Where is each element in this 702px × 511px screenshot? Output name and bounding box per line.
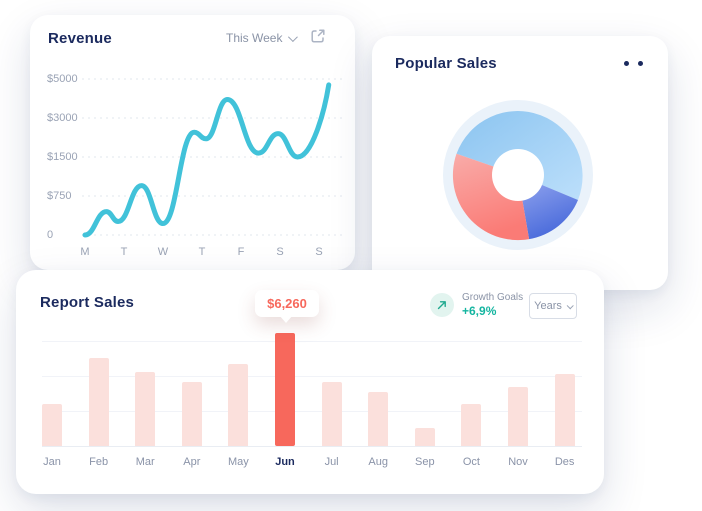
bar-label-feb: Feb	[89, 456, 109, 468]
tooltip-pointer	[279, 315, 293, 323]
external-link-icon[interactable]	[308, 26, 328, 46]
donut-hole	[492, 149, 544, 201]
bar-mar[interactable]	[135, 372, 156, 446]
bar-oct[interactable]	[461, 404, 482, 446]
bar-value-tooltip: $6,260	[255, 290, 319, 317]
popular-sales-title: Popular Sales	[395, 55, 497, 72]
chevron-down-icon	[566, 301, 574, 309]
bar-may[interactable]	[228, 364, 249, 446]
period-selector-label: This Week	[226, 31, 283, 45]
bar-jun[interactable]	[275, 333, 295, 446]
bar-label-des: Des	[554, 456, 575, 468]
x-tick-label: W	[157, 246, 169, 258]
y-tick-label: $1500	[47, 151, 78, 163]
revenue-title: Revenue	[48, 30, 112, 47]
bar-label-oct: Oct	[462, 456, 480, 468]
bar-des[interactable]	[554, 374, 575, 446]
bar-label-jul: Jul	[324, 456, 339, 468]
bar-apr[interactable]	[181, 382, 202, 446]
popular-sales-donut-chart	[443, 100, 593, 250]
popular-sales-card: Popular Sales	[372, 36, 668, 290]
tooltip-value: $6,260	[267, 296, 307, 311]
bar-label-jan: Jan	[43, 456, 61, 468]
x-tick-label: S	[315, 246, 323, 258]
revenue-line-chart	[82, 78, 342, 238]
gridline	[42, 376, 582, 377]
y-tick-label: $750	[47, 190, 72, 202]
bar-label-mar: Mar	[135, 456, 155, 468]
report-sales-title: Report Sales	[40, 294, 135, 311]
years-dropdown[interactable]: Years	[529, 293, 577, 319]
bar-label-nov: Nov	[508, 456, 528, 468]
growth-badge	[430, 293, 454, 317]
growth-goals-value: +6,9%	[462, 304, 497, 318]
y-tick-label: 0	[47, 229, 54, 241]
growth-goals-label: Growth Goals	[462, 292, 524, 303]
baseline	[42, 446, 582, 447]
trend-up-arrow-icon	[437, 301, 446, 310]
bar-sep[interactable]	[414, 428, 435, 446]
gridline	[42, 341, 582, 342]
bar-label-apr: Apr	[183, 456, 201, 468]
y-tick-label: $5000	[47, 73, 78, 85]
bar-label-jun: Jun	[275, 456, 295, 468]
bar-label-may: May	[228, 456, 249, 468]
bar-jul[interactable]	[321, 382, 342, 446]
period-selector-this-week[interactable]: This Week	[226, 31, 299, 45]
y-tick-label: $3000	[47, 112, 78, 124]
years-dropdown-label: Years	[534, 300, 562, 312]
bar-nov[interactable]	[508, 387, 528, 446]
bar-aug[interactable]	[368, 392, 389, 446]
report-sales-card: Report Sales $6,260 Growth Goals +6,9% Y…	[16, 270, 604, 494]
x-tick-label: F	[237, 246, 245, 258]
bar-jan[interactable]	[42, 404, 62, 446]
x-tick-label: T	[198, 246, 206, 258]
bar-label-aug: Aug	[368, 456, 388, 468]
more-menu-icon[interactable]	[624, 58, 650, 68]
x-tick-label: S	[276, 246, 284, 258]
x-tick-label: T	[120, 246, 128, 258]
x-tick-label: M	[80, 246, 90, 258]
revenue-card: Revenue This Week $5000 $3000 $1500 $750 0 M…	[30, 15, 355, 270]
bar-feb[interactable]	[88, 358, 109, 446]
gridline	[42, 411, 582, 412]
bar-label-sep: Sep	[415, 456, 435, 468]
